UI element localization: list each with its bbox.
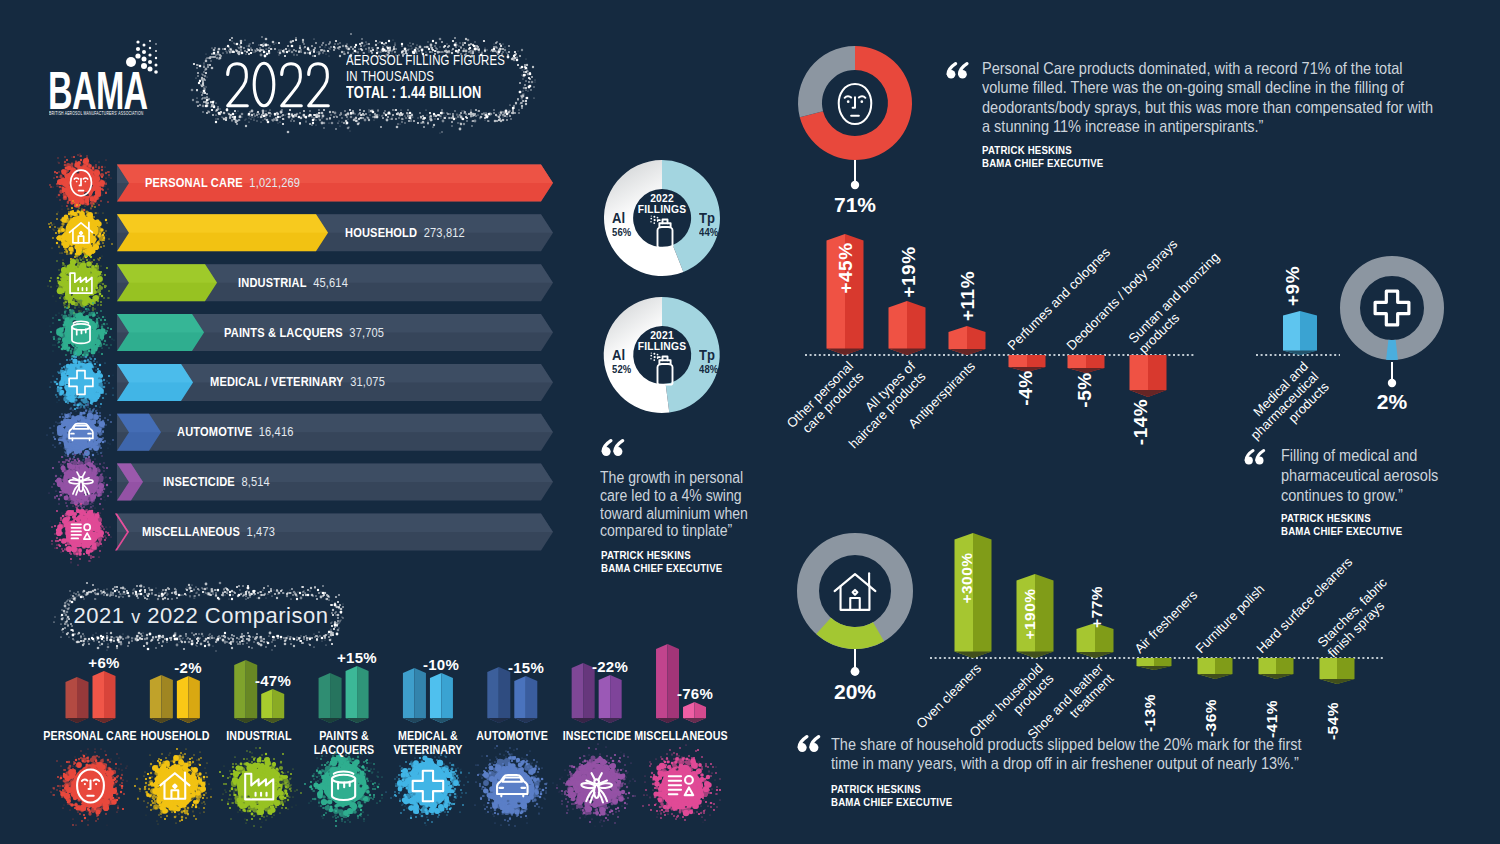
svg-text:-41%: -41%: [1263, 700, 1280, 738]
svg-text:+45%: +45%: [835, 242, 856, 293]
svg-text:-13%: -13%: [1141, 694, 1158, 732]
svg-text:+300%: +300%: [958, 552, 975, 603]
svg-text:-14%: -14%: [1130, 399, 1151, 445]
svg-text:+9%: +9%: [1282, 266, 1303, 306]
svg-text:-5%: -5%: [1074, 372, 1095, 407]
svg-text:Suntan and bronzing: Suntan and bronzing: [1126, 249, 1223, 346]
svg-text:+77%: +77%: [1088, 586, 1105, 628]
svg-text:+190%: +190%: [1021, 588, 1038, 639]
svg-text:-36%: -36%: [1202, 699, 1219, 737]
svg-text:Oven cleaners: Oven cleaners: [913, 660, 984, 731]
svg-text:-54%: -54%: [1324, 702, 1341, 740]
svg-text:Air fresheners: Air fresheners: [1132, 587, 1201, 656]
svg-text:Perfumes and colognes: Perfumes and colognes: [1005, 244, 1114, 353]
svg-text:-4%: -4%: [1015, 370, 1036, 405]
svg-text:+19%: +19%: [898, 246, 919, 297]
svg-text:+11%: +11%: [957, 271, 978, 321]
